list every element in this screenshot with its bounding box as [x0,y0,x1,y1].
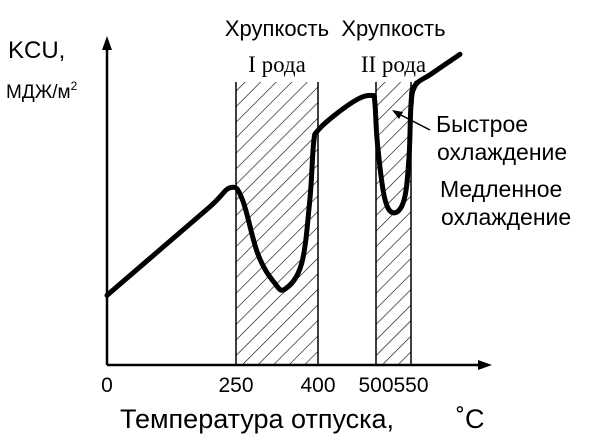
fast-cooling-annotation: Быстрое охлаждение [392,110,567,165]
x-axis-label: Температура отпуска, ˚С [120,404,485,434]
axes [102,36,492,370]
kcu-curves [104,51,463,298]
y-axis-title: KCU, [8,37,65,64]
slow-cooling-label-line1: Медленное [440,176,562,202]
band-2-label-line2: II рода [361,52,426,77]
x-tick-250: 250 [218,374,253,397]
band-2-hatch [376,82,411,365]
slow-cooling-label-line2: охлаждение [441,204,571,230]
x-tick-550: 550 [393,374,428,397]
fast-cooling-arrowhead [392,110,403,119]
x-tick-500: 500 [358,374,393,397]
band-1-label-line1: Хрупкость [225,16,329,41]
x-tick-400: 400 [300,374,335,397]
x-axis-unit: ˚С [456,404,485,434]
x-axis-title: Температура отпуска, [120,404,394,434]
slow-cooling-annotation: Медленное охлаждение [440,176,571,230]
y-axis-unit-superscript: 2 [71,79,78,93]
fast-cooling-arrow-line [396,112,431,131]
kcu-curve-1 [104,51,463,298]
y-axis-arrowhead [102,36,112,50]
x-tick-0: 0 [101,374,113,397]
x-tick-labels: 0 250 400 500 550 [101,374,428,397]
y-axis-unit: МДЖ/м2 [6,79,78,103]
band-2-label-line1: Хрупкость [341,16,445,41]
x-axis-arrowhead [478,360,492,370]
fast-cooling-label-line1: Быстрое [436,111,528,137]
band-1-label-line2: I рода [248,52,306,77]
band-labels: Хрупкость I рода Хрупкость II рода [225,16,446,77]
y-axis-label: KCU, МДЖ/м2 [6,37,78,103]
y-axis-unit-text: МДЖ/м [6,82,71,103]
kcu-curve-2 [408,80,420,108]
fast-cooling-label-line2: охлаждение [437,139,567,165]
